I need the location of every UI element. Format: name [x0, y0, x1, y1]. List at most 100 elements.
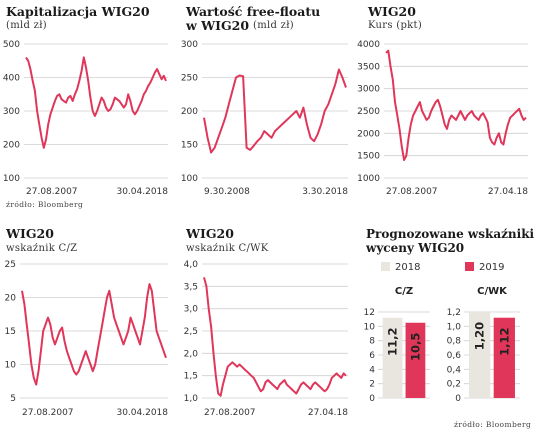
- y-tick-label: 1500: [357, 152, 380, 162]
- y-tick-label: 10: [364, 322, 376, 332]
- y-tick-label: 4,0: [184, 260, 199, 270]
- x-end-label: 27.04.18: [488, 187, 528, 197]
- x-start-label: 27.08.2007: [22, 408, 74, 418]
- chart-title: WIG20: [186, 226, 234, 241]
- y-tick-label: 10: [5, 361, 17, 371]
- bar-2018: [382, 317, 403, 398]
- legend-label: 2019: [479, 262, 505, 273]
- pe-ratio-chart: 5 10 15 20 25 27.08.2007 30.04.2018: [5, 260, 169, 418]
- y-tick-label: 1,5: [184, 372, 198, 382]
- y-tick-label: 0: [455, 394, 461, 404]
- chart-subtitle: (mld zł): [6, 20, 47, 31]
- group-label: C/WK: [477, 286, 508, 297]
- source-label: źródło: Bloomberg: [454, 420, 532, 429]
- y-tick-label: 2,0: [184, 349, 199, 359]
- y-tick-label: 4: [369, 365, 375, 375]
- y-tick-label: 250: [181, 74, 198, 84]
- wig20-index-chart: 1000 1500 2000 2500 3000 3500 4000 27.08.2007 27…: [357, 40, 528, 197]
- x-start-label: 27.08.2007: [204, 408, 256, 418]
- panel-wig20-index: WIG20 Kurs (pkt) 1000 1500 2000 2500 3000 350…: [356, 0, 536, 212]
- x-start-label: 27.08.2007: [26, 187, 78, 197]
- x-start-label: 27.08.2007: [386, 187, 438, 197]
- x-end-label: 3.30.2018: [302, 187, 348, 197]
- bar-2019: [405, 322, 426, 398]
- capitalization-chart: 100 200 300 400 500 27.08.2007 30.04.2018: [3, 40, 168, 197]
- group-label: C/Z: [395, 286, 413, 297]
- series-line: [25, 56, 167, 149]
- y-tick-label: 20: [5, 294, 17, 304]
- y-tick-label: 1,0: [184, 394, 199, 404]
- panel-forecast: Prognozowane wskaźniki wyceny WIG20 2018…: [356, 222, 536, 442]
- series-line: [21, 283, 167, 386]
- chart-title: Prognozowane wskaźniki: [366, 227, 535, 241]
- y-tick-label: 150: [181, 141, 198, 151]
- y-tick-label: 100: [181, 174, 198, 184]
- legend-item-2018: 2018: [381, 262, 420, 273]
- y-tick-label: 400: [3, 74, 20, 84]
- y-tick-label: 25: [5, 260, 16, 270]
- bar-value-label: 1,12: [497, 328, 511, 356]
- y-tick-label: 2,5: [184, 327, 198, 337]
- pbv-ratio-chart: 1,0 1,5 2,0 2,5 3,0 3,5 4,0 27.08.2007 27.04.18: [184, 260, 349, 418]
- y-tick-label: 300: [3, 107, 20, 117]
- y-tick-label: 200: [3, 141, 20, 151]
- chart-subtitle: Kurs (pkt): [368, 20, 423, 31]
- bar-value-label: 10,5: [408, 333, 422, 361]
- y-tick-label: 15: [5, 327, 16, 337]
- y-tick-label: 0,6: [447, 351, 462, 361]
- legend-label: 2018: [395, 262, 421, 273]
- y-tick-label: 6: [369, 351, 375, 361]
- y-tick-label: 3500: [357, 62, 380, 72]
- y-tick-label: 2: [369, 380, 375, 390]
- y-tick-label: 4000: [357, 40, 380, 50]
- x-end-label: 27.04.18: [308, 408, 348, 418]
- legend-item-2019: 2019: [465, 262, 504, 273]
- chart-title-line2: wyceny WIG20: [366, 241, 465, 255]
- chart-title-line2: w WIG20: [186, 18, 250, 33]
- bar-2018: [469, 312, 491, 398]
- chart-subtitle: wskaźnik C/WK: [186, 243, 269, 254]
- legend-swatch-2018: [381, 262, 390, 271]
- y-tick-label: 200: [181, 107, 198, 117]
- y-tick-label: 1,2: [447, 308, 461, 318]
- y-tick-label: 100: [3, 174, 20, 184]
- forecast-bar-chart: C/Z 0 2 4 6 8 10 12 11,2 10,5 C/WK 0 0,2 0,4 0,6 0,8 1,0…: [364, 286, 520, 404]
- y-tick-label: 3,5: [184, 282, 198, 292]
- chart-title: WIG20: [368, 4, 416, 19]
- legend-swatch-2019: [465, 262, 474, 271]
- free-float-chart: 100 150 200 250 300 9.30.2008 3.30.2018: [181, 40, 348, 197]
- y-tick-label: 500: [3, 40, 20, 50]
- bar-value-label: 11,2: [386, 328, 400, 356]
- bar-2019: [493, 317, 515, 398]
- y-tick-label: 8: [369, 337, 375, 347]
- chart-subtitle: wskaźnik C/Z: [6, 243, 78, 254]
- panel-pbv-ratio: WIG20 wskaźnik C/WK 1,0 1,5 2,0 2,5 3,0 3,5 4,…: [178, 222, 358, 442]
- x-end-label: 30.04.2018: [116, 187, 168, 197]
- panel-free-float: Wartość free-floatu w WIG20 (mld zł) 100…: [178, 0, 358, 212]
- y-tick-label: 0,8: [447, 337, 462, 347]
- panel-capitalization: Kapitalizacja WIG20 (mld zł) 100 200 300 40…: [0, 0, 180, 212]
- y-tick-label: 5: [10, 394, 16, 404]
- y-tick-label: 3000: [357, 85, 380, 95]
- x-end-label: 30.04.2018: [116, 408, 168, 418]
- chart-title: Wartość free-floatu: [186, 4, 321, 19]
- series-line: [203, 68, 347, 154]
- y-tick-label: 12: [364, 308, 375, 318]
- bar-value-label: 1,20: [473, 322, 487, 350]
- series-line: [203, 277, 347, 397]
- chart-title: Kapitalizacja WIG20: [6, 4, 150, 19]
- panel-pe-ratio: WIG20 wskaźnik C/Z 5 10 15 20 25 27.08.2007 30…: [0, 222, 180, 442]
- chart-subtitle: (mld zł): [253, 20, 294, 31]
- y-tick-label: 2000: [357, 129, 380, 139]
- series-line: [385, 49, 527, 162]
- y-tick-label: 2500: [357, 107, 380, 117]
- y-tick-label: 1,0: [447, 322, 462, 332]
- y-tick-label: 3,0: [184, 305, 199, 315]
- y-tick-label: 1000: [357, 174, 380, 184]
- x-start-label: 9.30.2008: [204, 187, 250, 197]
- y-tick-label: 0,2: [447, 380, 461, 390]
- chart-title: WIG20: [6, 226, 54, 241]
- y-tick-label: 300: [181, 40, 198, 50]
- source-label: źródło: Bloomberg: [6, 200, 84, 209]
- y-tick-label: 0,4: [447, 365, 462, 375]
